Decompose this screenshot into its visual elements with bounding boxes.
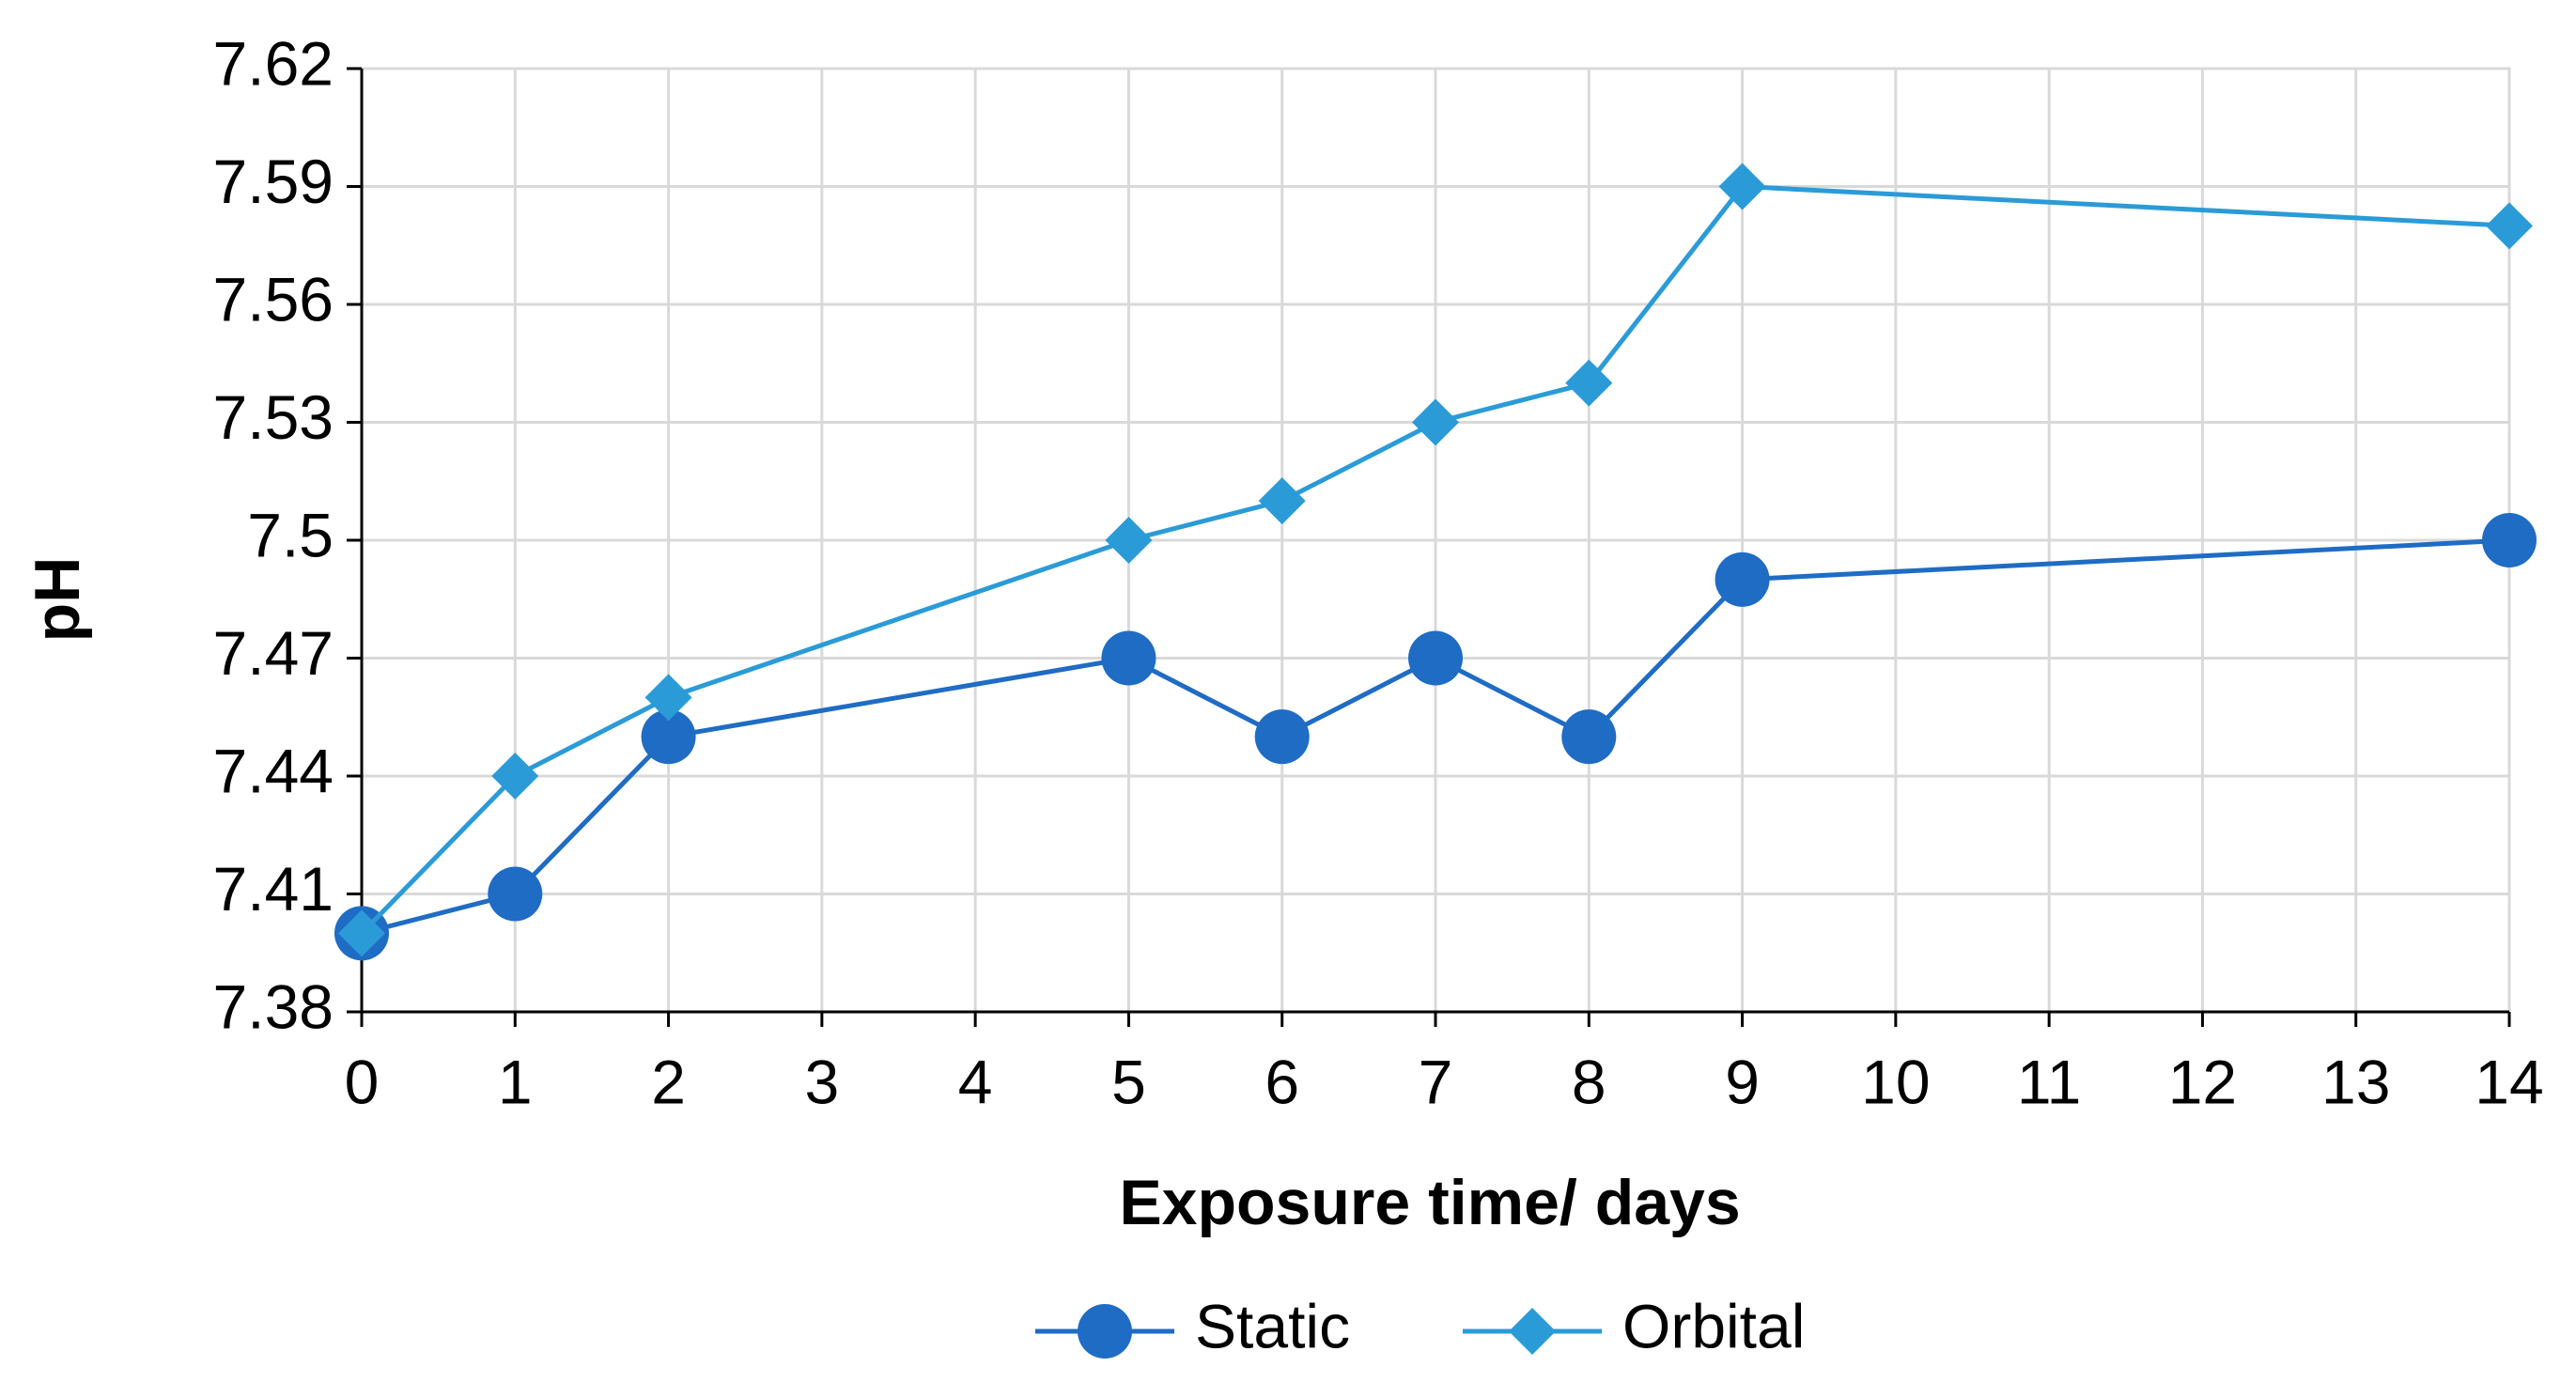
y-tick-label: 7.44: [213, 736, 334, 805]
marker: [644, 674, 692, 722]
y-tick-label: 7.53: [213, 382, 334, 452]
x-tick-label: 1: [498, 1047, 533, 1116]
y-tick-label: 7.47: [213, 618, 334, 688]
legend-marker: [1078, 1304, 1132, 1359]
legend-label: Orbital: [1622, 1291, 1805, 1360]
x-tick-label: 14: [2475, 1047, 2543, 1116]
marker: [1561, 709, 1617, 765]
marker: [1412, 398, 1459, 446]
marker: [1254, 709, 1310, 765]
marker: [1258, 477, 1306, 525]
x-tick-label: 7: [1419, 1047, 1453, 1116]
y-tick-label: 7.59: [213, 147, 334, 216]
x-tick-label: 4: [958, 1047, 993, 1116]
x-tick-label: 2: [651, 1047, 686, 1116]
x-tick-label: 3: [804, 1047, 839, 1116]
x-tick-label: 11: [2017, 1047, 2082, 1116]
marker: [641, 709, 696, 765]
legend-marker: [1509, 1308, 1556, 1355]
x-tick-label: 5: [1111, 1047, 1146, 1116]
x-tick-label: 8: [1572, 1047, 1606, 1116]
y-tick-label: 7.38: [213, 971, 334, 1041]
x-tick-label: 6: [1265, 1047, 1299, 1116]
marker: [1105, 517, 1153, 564]
marker: [338, 909, 385, 957]
marker: [2486, 202, 2533, 250]
marker: [1718, 163, 1766, 210]
marker: [1408, 630, 1463, 686]
x-tick-label: 10: [1861, 1047, 1930, 1116]
y-tick-label: 7.41: [213, 854, 334, 924]
x-tick-label: 9: [1725, 1047, 1760, 1116]
marker: [1715, 551, 1770, 607]
y-axis-title: pH: [22, 557, 93, 643]
x-tick-label: 13: [2321, 1047, 2390, 1116]
y-tick-label: 7.5: [247, 500, 334, 569]
x-axis-title: Exposure time/ days: [1119, 1167, 1740, 1238]
marker: [1565, 359, 1613, 407]
marker: [1101, 630, 1156, 686]
marker: [2482, 513, 2537, 567]
x-tick-label: 12: [2168, 1047, 2237, 1116]
y-tick-label: 7.62: [213, 28, 334, 98]
marker: [491, 753, 539, 800]
x-tick-label: 0: [345, 1047, 380, 1116]
marker: [488, 866, 543, 922]
legend-label: Static: [1195, 1291, 1350, 1360]
y-tick-label: 7.56: [213, 264, 334, 334]
